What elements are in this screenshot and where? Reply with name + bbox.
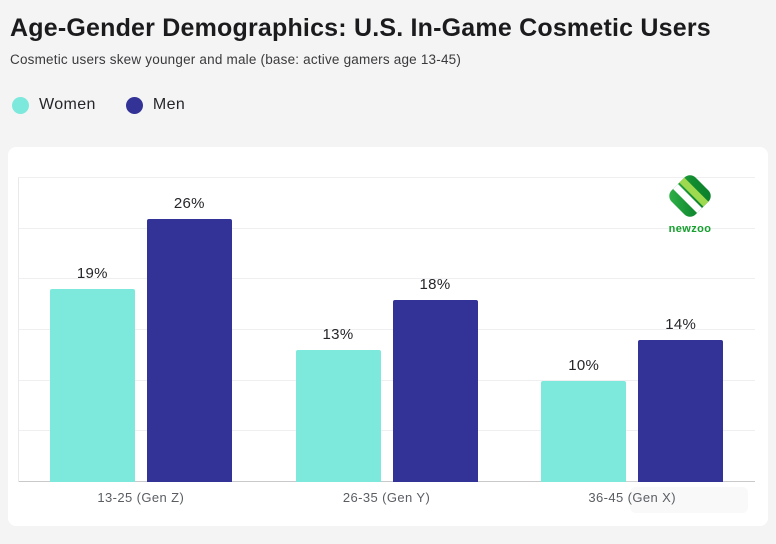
newzoo-logo: newzoo (660, 171, 720, 235)
newzoo-diamond-icon (665, 171, 715, 221)
chart-card: 19% 26% 13% 18% 10% 14% 13-25 (Gen Z) 26-35 (G… (8, 147, 768, 526)
gridline (18, 227, 755, 229)
y-axis-line (18, 178, 19, 482)
x-axis-category-label: 36-45 (Gen X) (588, 490, 676, 505)
legend-item-women[interactable]: Women (12, 96, 96, 114)
legend-item-men[interactable]: Men (125, 96, 186, 114)
gridline (18, 177, 755, 178)
gridline (18, 278, 755, 280)
legend-label-men: Men (152, 96, 186, 113)
bar-column-men: 18% (392, 275, 478, 482)
bar-column-men: 26% (146, 194, 232, 482)
bar-group: 13% 18% (264, 178, 510, 482)
bar-men[interactable] (146, 218, 232, 482)
bar-value-label: 18% (419, 275, 451, 293)
bar-women[interactable] (49, 289, 135, 482)
bar-women[interactable] (541, 380, 627, 482)
bar-value-label: 26% (173, 194, 205, 212)
bar-men[interactable] (638, 340, 724, 482)
gridline (18, 329, 755, 330)
legend-swatch-men-icon (125, 96, 143, 114)
x-axis-line (18, 481, 755, 482)
bar-column-women: 13% (295, 326, 381, 482)
legend-swatch-women-icon (12, 96, 29, 114)
bar-value-label: 13% (322, 326, 354, 344)
bar-value-label: 10% (568, 356, 600, 374)
gridline (18, 430, 755, 432)
bar-value-label: 14% (665, 316, 697, 334)
bar-men[interactable] (392, 299, 478, 482)
legend: Women Men (12, 96, 185, 114)
page-title: Age-Gender Demographics: U.S. In-Game Co… (10, 14, 711, 42)
bar-value-label: 19% (76, 265, 108, 283)
x-axis-labels: 13-25 (Gen Z) 26-35 (Gen Y) 36-45 (Gen X) (18, 490, 755, 505)
page-subtitle: Cosmetic users skew younger and male (ba… (10, 52, 462, 67)
bar-women[interactable] (295, 350, 381, 482)
plot-area: 19% 26% 13% 18% 10% 14% (18, 177, 755, 482)
chart-header: Age-Gender Demographics: U.S. In-Game Co… (10, 14, 768, 67)
gridline (18, 379, 755, 381)
bar-group: 19% 26% (18, 178, 264, 482)
x-axis-category-label: 13-25 (Gen Z) (97, 490, 185, 505)
bar-column-women: 10% (541, 356, 627, 482)
bar-column-men: 14% (638, 316, 724, 482)
bar-group: 10% 14% (509, 178, 755, 482)
bar-column-women: 19% (49, 265, 135, 482)
newzoo-logo-text: newzoo (668, 223, 712, 235)
legend-label-women: Women (39, 96, 96, 113)
x-axis-category-label: 26-35 (Gen Y) (342, 490, 431, 505)
